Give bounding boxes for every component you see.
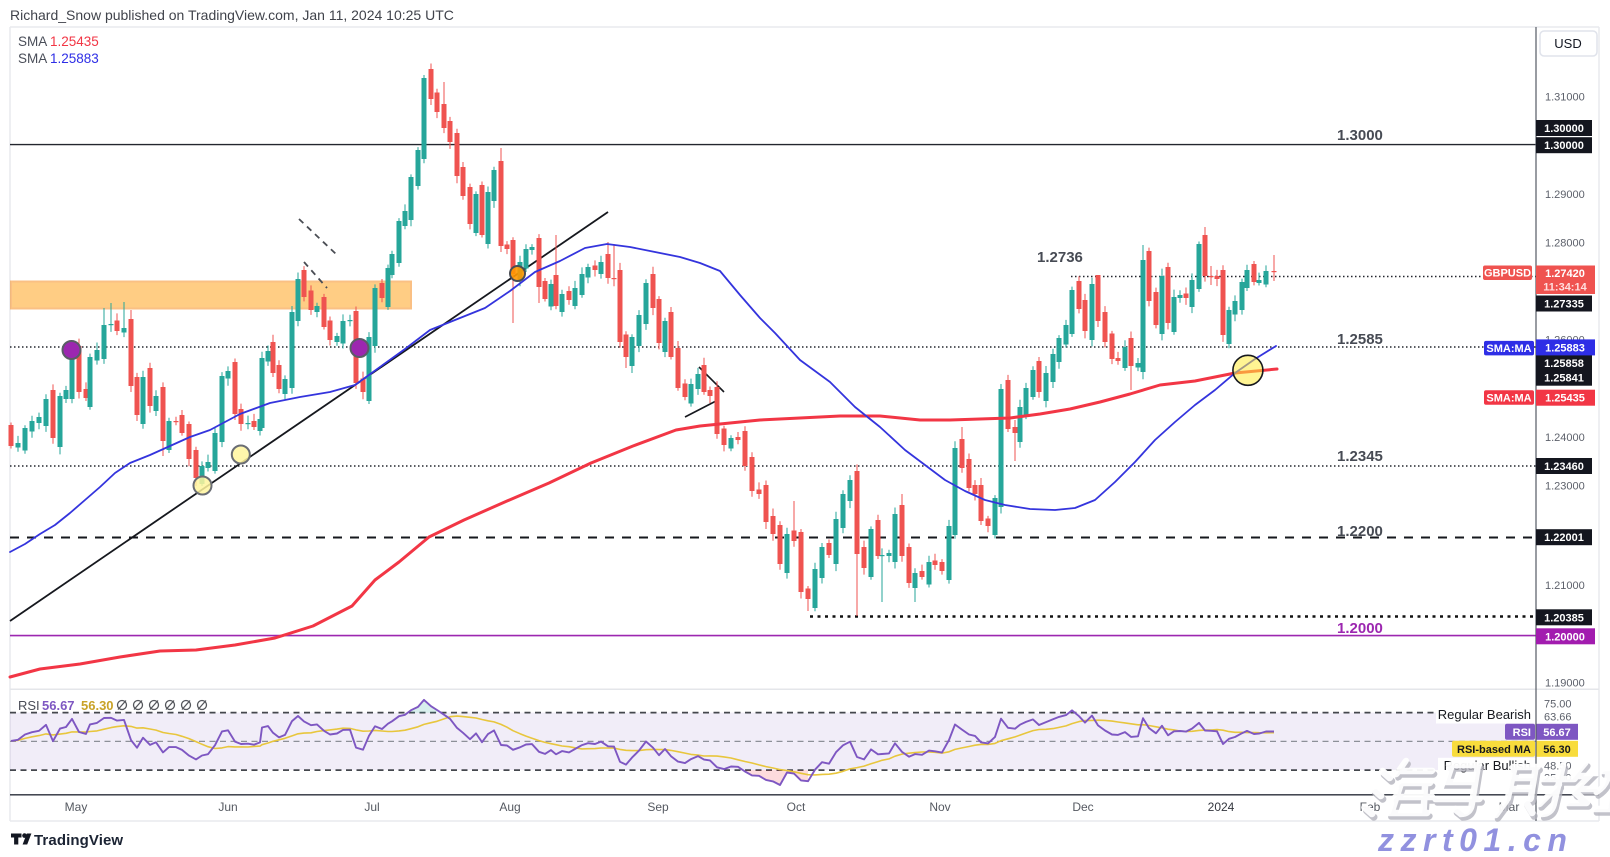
svg-text:56.30: 56.30	[81, 698, 114, 713]
svg-text:1.2736: 1.2736	[1037, 249, 1083, 266]
svg-text:1.25435: 1.25435	[1545, 393, 1585, 405]
svg-text:1.28000: 1.28000	[1545, 238, 1585, 250]
svg-text:RSI: RSI	[1513, 727, 1531, 739]
svg-text:1.3000: 1.3000	[1337, 127, 1383, 144]
svg-text:Oct: Oct	[787, 800, 806, 814]
svg-text:1.30000: 1.30000	[1544, 140, 1584, 152]
svg-text:Richard_Snow published on Trad: Richard_Snow published on TradingView.co…	[10, 7, 454, 23]
svg-text:2024: 2024	[1208, 800, 1235, 814]
svg-text:1.29000: 1.29000	[1545, 189, 1585, 201]
svg-text:1.19000: 1.19000	[1545, 678, 1585, 690]
svg-text:56.30: 56.30	[1543, 744, 1571, 756]
svg-text:56.67: 56.67	[42, 698, 75, 713]
svg-text:1.27420: 1.27420	[1545, 268, 1585, 280]
svg-text:1.31000: 1.31000	[1545, 92, 1585, 104]
svg-text:SMA:MA: SMA:MA	[1486, 392, 1531, 404]
svg-text:SMA: SMA	[18, 34, 47, 49]
svg-text:1.20000: 1.20000	[1545, 631, 1585, 643]
svg-text:1.24000: 1.24000	[1545, 432, 1585, 444]
svg-text:63.66: 63.66	[1544, 712, 1572, 724]
svg-text:1.20385: 1.20385	[1544, 612, 1584, 624]
svg-text:RSI-based MA: RSI-based MA	[1457, 744, 1531, 756]
svg-text:May: May	[65, 800, 88, 814]
svg-text:1.30000: 1.30000	[1544, 123, 1584, 135]
svg-text:1.21000: 1.21000	[1545, 580, 1585, 592]
svg-text:1.23000: 1.23000	[1545, 481, 1585, 493]
svg-text:1.2200: 1.2200	[1337, 523, 1383, 540]
svg-text:1.2585: 1.2585	[1337, 331, 1383, 348]
svg-text:Aug: Aug	[499, 800, 520, 814]
svg-text:Jun: Jun	[218, 800, 237, 814]
svg-text:USD: USD	[1554, 36, 1581, 51]
svg-text:1.23460: 1.23460	[1544, 461, 1584, 473]
svg-text:1.2000: 1.2000	[1337, 620, 1383, 637]
svg-text:Dec: Dec	[1072, 800, 1093, 814]
svg-text:11:34:14: 11:34:14	[1543, 282, 1587, 294]
svg-text:Regular Bearish: Regular Bearish	[1438, 707, 1531, 722]
svg-text:GBPUSD: GBPUSD	[1484, 268, 1531, 280]
svg-text:SMA:MA: SMA:MA	[1486, 343, 1531, 355]
svg-text:75.00: 75.00	[1544, 699, 1572, 711]
svg-text:1.25883: 1.25883	[1545, 342, 1585, 354]
svg-text:RSI: RSI	[18, 698, 40, 713]
svg-text:1.27335: 1.27335	[1544, 299, 1584, 311]
svg-text:1.22001: 1.22001	[1544, 532, 1584, 544]
svg-text:1.25858: 1.25858	[1544, 358, 1584, 370]
svg-text:Sep: Sep	[647, 800, 669, 814]
svg-text:1.25883: 1.25883	[50, 51, 99, 66]
svg-text:TradingView: TradingView	[34, 832, 123, 849]
svg-text:SMA: SMA	[18, 51, 47, 66]
svg-text:Nov: Nov	[929, 800, 950, 814]
svg-text:56.67: 56.67	[1543, 727, 1571, 739]
svg-text:1.25841: 1.25841	[1544, 373, 1584, 385]
svg-text:Jul: Jul	[364, 800, 379, 814]
svg-text:1.2345: 1.2345	[1337, 448, 1383, 465]
svg-text:zzrt01.cn: zzrt01.cn	[1377, 822, 1573, 857]
svg-text:1.25435: 1.25435	[50, 34, 99, 49]
